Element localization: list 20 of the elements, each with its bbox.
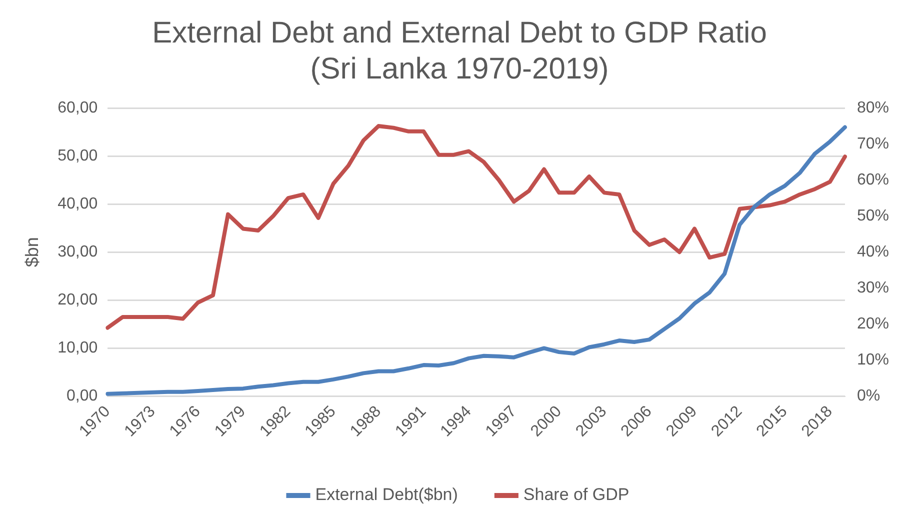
y-tick-label: 10,00 [58,340,98,357]
y2-tick-label: 40% [856,244,890,261]
y-tick-label: 60,00 [58,99,98,116]
y-tick-label: 40,00 [58,195,98,212]
y2-tick-label: 50% [856,208,890,224]
y-tick-label: 50,00 [58,147,98,164]
legend-label: External Debt($bn) [315,485,458,504]
y2-tick-label: 30% [856,280,890,297]
y2-tick-label: 20% [856,316,890,333]
y2-tick-label: 60% [856,171,890,188]
y-tick-label: 0,00 [66,388,98,405]
y2-tick-label: 80% [856,99,890,116]
y-axis-title: $bn [22,237,42,268]
legend-label: Share of GDP [523,485,630,504]
y2-tick-label: 10% [856,352,890,369]
chart-title: External Debt and External Debt to GDP Ratio (Sri Lanka 1970-2019) [152,16,767,86]
y2-tick-label: 0% [856,388,880,405]
y2-tick-label: 70% [856,135,890,152]
y-tick-label: 20,00 [58,292,98,309]
y-tick-label: 30,00 [58,244,98,261]
